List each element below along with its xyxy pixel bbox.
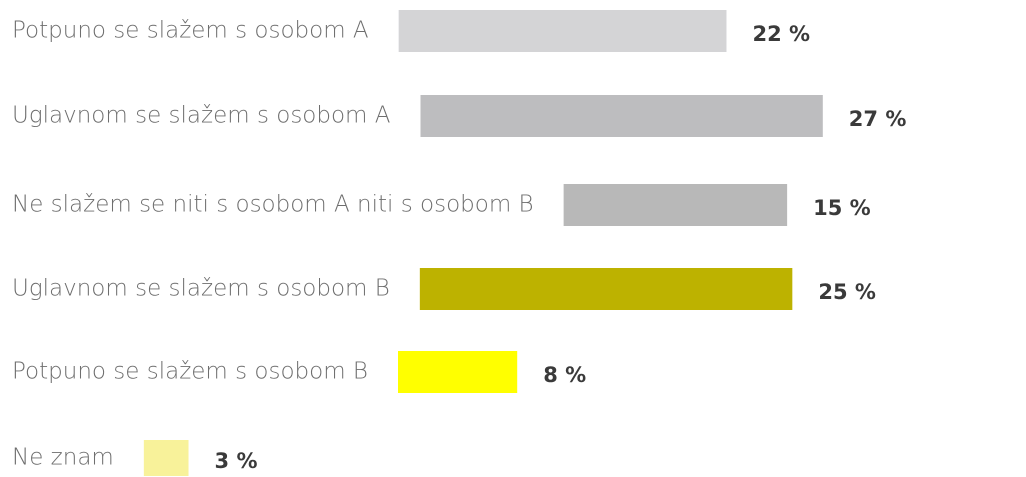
category-label: Uglavnom se slažem s osobom B	[12, 276, 390, 302]
category-label: Uglavnom se slažem s osobom A	[12, 103, 391, 129]
bar	[420, 95, 823, 137]
value-label: 3 %	[215, 449, 258, 473]
category-label: Ne znam	[12, 445, 114, 471]
value-label: 25 %	[818, 280, 876, 304]
bar	[398, 10, 727, 52]
category-label: Potpuno se slažem s osobom B	[12, 359, 368, 385]
bar	[419, 268, 793, 310]
bar	[563, 184, 788, 226]
category-label: Potpuno se slažem s osobom A	[12, 18, 369, 44]
value-label: 22 %	[752, 22, 810, 46]
value-label: 8 %	[543, 363, 586, 387]
bar	[143, 440, 189, 476]
value-label: 15 %	[813, 196, 871, 220]
bar	[398, 351, 518, 393]
value-label: 27 %	[849, 107, 907, 131]
category-label: Ne slažem se niti s osobom A niti s osob…	[12, 192, 534, 218]
